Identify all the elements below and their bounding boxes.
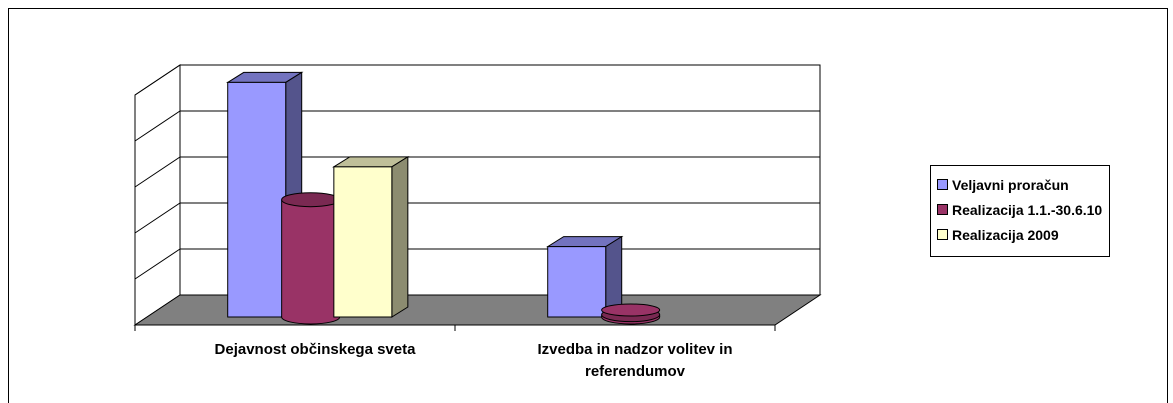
gridline [134, 202, 820, 234]
legend-item: Realizacija 2009 [937, 222, 1109, 247]
legend-swatch [937, 179, 948, 190]
bar-side [391, 155, 409, 318]
category-label: Izvedba in nadzor volitev in referendumov [537, 341, 732, 380]
bar [545, 235, 624, 318]
category-labels: Dejavnost občinskega sveta Izvedba in nad… [215, 341, 733, 380]
bars [225, 71, 661, 325]
legend-label: Veljavni proračun [952, 176, 1069, 193]
bar-near-zero [601, 303, 661, 317]
x-axis [134, 324, 776, 331]
category-label-line: Dejavnost občinskega sveta [215, 341, 417, 358]
legend: Veljavni proračun Realizacija 1.1.-30.6.1… [930, 165, 1110, 257]
category-label: Dejavnost občinskega sveta [215, 341, 417, 358]
gridline [134, 110, 820, 142]
side-wall [134, 64, 181, 326]
legend-item: Realizacija 1.1.-30.6.10 [937, 197, 1109, 222]
bar-top [281, 192, 341, 208]
legend-swatch [937, 229, 948, 240]
bar-front [227, 81, 287, 318]
chart-frame [8, 8, 1168, 403]
category-label-line: referendumov [585, 363, 686, 380]
legend-label: Realizacija 1.1.-30.6.10 [952, 201, 1103, 218]
bar-front [547, 246, 607, 318]
legend-item: Veljavni proračun [937, 172, 1109, 197]
bar-fill [281, 199, 340, 317]
gridline [134, 64, 820, 96]
bar [332, 155, 410, 318]
legend-swatch [937, 204, 948, 215]
legend-label: Realizacija 2009 [952, 226, 1059, 243]
category-label-line: Izvedba in nadzor volitev in [537, 341, 732, 358]
gridline [134, 156, 820, 188]
bar-front [333, 166, 393, 318]
bar [281, 192, 341, 325]
